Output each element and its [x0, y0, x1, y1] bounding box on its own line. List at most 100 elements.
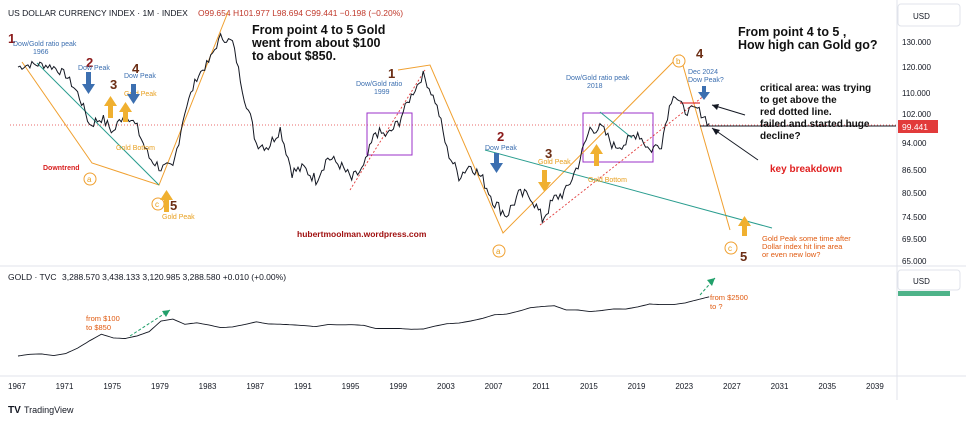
wave-a-label-mid: a	[496, 247, 501, 256]
x-tick-label-15: 2027	[723, 382, 741, 391]
gold-100-850: from $100 to $850	[86, 314, 122, 332]
tradingview-logo-icon: TV	[8, 405, 21, 416]
y-tick-label-5: 86.500	[902, 166, 927, 175]
wave-4-left: 4	[132, 61, 140, 76]
gold-currency-label[interactable]: USD	[913, 277, 930, 286]
gold-arrows	[104, 96, 751, 236]
gold-bottom-label-2: Gold Bottom	[588, 177, 627, 184]
dxy-price-line	[17, 32, 710, 225]
gold-bottom-label-1: Gold Bottom	[116, 145, 155, 152]
gold-peak-future-line-3: or even new low?	[762, 250, 820, 259]
green-arrowhead-2	[707, 278, 715, 286]
headline-right: From point 4 to 5 , How high can Gold go…	[738, 25, 878, 52]
critical-note-line-3: red dotted line.	[760, 107, 832, 118]
wave-2-left: 2	[86, 55, 93, 70]
tradingview-brand[interactable]: TradingView	[24, 405, 74, 415]
gold-title: GOLD · TVC	[8, 272, 57, 282]
x-tick-label-7: 1995	[342, 382, 360, 391]
dow-gold-2018-line-2: 2018	[587, 83, 603, 90]
x-tick-label-13: 2019	[628, 382, 646, 391]
gold-arrow-up-5	[738, 216, 751, 236]
gold-100-850-line-2: to $850	[86, 323, 111, 332]
gold-arrow-up-3	[160, 190, 173, 212]
x-axis-ticks: 1967 1971 1975 1979 1983 1987 1991 1995 1999 2003…	[8, 382, 884, 391]
green-arrow-2	[699, 277, 716, 296]
wave-c-label-left: c	[155, 200, 159, 209]
x-tick-label-1: 1971	[56, 382, 74, 391]
gold-2500-line-1: from $2500	[710, 293, 748, 302]
dow-peak-2024: Dec 2024 Dow Peak?	[688, 69, 724, 84]
orange-wave-1	[21, 11, 229, 186]
headline-left-line-2: went from about $100	[251, 36, 381, 50]
x-tick-label-10: 2007	[485, 382, 503, 391]
gold-price-tag	[898, 291, 950, 296]
blue-arrow-3	[490, 153, 503, 173]
gold-2500-line-2: to ?	[710, 302, 723, 311]
y-tick-label-0: 130.000	[902, 38, 931, 47]
headline-left: From point 4 to 5 Gold went from about $…	[251, 23, 389, 63]
wave-b-label: b	[676, 57, 681, 66]
dow-peak-2024-line-1: Dec 2024	[688, 69, 718, 76]
x-tick-label-12: 2015	[580, 382, 598, 391]
dow-gold-1966: Dow/Gold ratio peak 1966	[13, 41, 78, 56]
currency-box[interactable]	[897, 3, 961, 27]
breakdown-arrowhead	[712, 128, 720, 135]
green-arrowhead-1	[162, 310, 170, 317]
y-tick-label-1: 120.000	[902, 63, 931, 72]
y-tick-label-2: 110.000	[902, 89, 931, 98]
wave-2-mid: 2	[497, 129, 504, 144]
chart-title: US DOLLAR CURRENCY INDEX · 1M · INDEX	[8, 8, 188, 18]
gold-100-850-line-1: from $100	[86, 314, 120, 323]
website-label: hubertmoolman.wordpress.com	[297, 229, 427, 239]
gold-peak-label-2: Gold Peak	[162, 214, 195, 221]
x-tick-label-3: 1979	[151, 382, 169, 391]
x-tick-label-6: 1991	[294, 382, 312, 391]
dow-peak-label-1: Dow Peak	[78, 65, 110, 72]
wave-a-label-left: a	[87, 175, 92, 184]
blue-arrow-2	[127, 84, 140, 104]
price-tag	[898, 120, 938, 133]
y-axis-ticks: 130.000 120.000 110.000 102.000 94.000 86.500…	[902, 38, 931, 266]
gold-ohlc: 3,288.570 3,438.133 3,120.985 3,288.580 …	[62, 272, 286, 282]
x-tick-label-11: 2011	[532, 382, 550, 391]
blue-arrow-1	[82, 72, 95, 94]
dow-gold-1966-line-1: Dow/Gold ratio peak	[13, 41, 77, 48]
wave-1-left: 1	[8, 31, 15, 46]
dow-gold-2018-line-1: Dow/Gold ratio peak	[566, 75, 630, 82]
wave-c-label-right: c	[728, 244, 732, 253]
breakdown-arrow	[711, 127, 759, 161]
wave-1-mid: 1	[388, 66, 395, 81]
y-tick-label-6: 80.500	[902, 189, 927, 198]
teal-line-2018	[599, 111, 633, 139]
headline-left-line-3: to about $850.	[252, 49, 336, 63]
wave-a-circle-left	[83, 172, 97, 186]
x-tick-label-9: 2003	[437, 382, 455, 391]
y-tick-label-9: 65.000	[902, 257, 927, 266]
downtrend-label: Downtrend	[43, 165, 80, 172]
dow-peak-2024-line-2: Dow Peak?	[688, 77, 724, 84]
red-dotted-1999	[349, 69, 426, 191]
gold-peak-future: Gold Peak some time after Dollar index h…	[762, 234, 853, 259]
wave-5-left: 5	[170, 198, 177, 213]
dow-peak-label-3: Dow Peak	[485, 145, 517, 152]
blue-arrow-4	[698, 86, 710, 100]
gold-peak-future-line-1: Gold Peak some time after	[762, 234, 851, 243]
critical-note-line-1: critical area: was trying	[760, 83, 871, 94]
currency-label[interactable]: USD	[913, 12, 930, 21]
price-tag-value: 99.441	[902, 122, 928, 132]
gold-arrow-up-4	[590, 144, 603, 166]
y-tick-label-3: 102.000	[902, 110, 931, 119]
x-tick-label-16: 2031	[771, 382, 789, 391]
critical-note-line-4: failed and started huge	[760, 119, 870, 130]
orange-wave-2	[397, 54, 731, 234]
key-breakdown-label: key breakdown	[770, 164, 842, 175]
dow-gold-1999: Dow/Gold ratio 1999	[356, 81, 404, 96]
dow-gold-2018: Dow/Gold ratio peak 2018	[566, 75, 631, 90]
dow-gold-1966-line-2: 1966	[33, 49, 49, 56]
gold-arrow-up-1	[104, 96, 117, 118]
gold-currency-box[interactable]	[897, 269, 961, 291]
headline-left-line-1: From point 4 to 5 Gold	[252, 23, 385, 37]
green-arrow-1	[129, 309, 171, 337]
gold-2500: from $2500 to ?	[710, 293, 750, 311]
gold-peak-label-3: Gold Peak	[538, 159, 571, 166]
